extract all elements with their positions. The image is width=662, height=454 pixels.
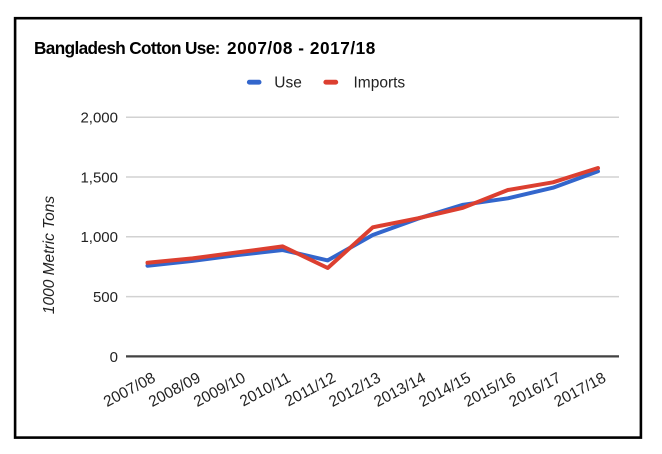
svg-text:1,000: 1,000 [80, 229, 118, 246]
svg-text:Bangladesh Cotton Use:: Bangladesh Cotton Use: [34, 38, 220, 58]
svg-text:1,500: 1,500 [80, 169, 118, 186]
svg-text:500: 500 [93, 289, 118, 306]
svg-text:2,000: 2,000 [80, 110, 118, 127]
svg-text:Imports: Imports [354, 74, 406, 91]
svg-text:0: 0 [110, 349, 118, 366]
svg-text:1000 Metric Tons: 1000 Metric Tons [41, 196, 58, 315]
svg-text:2007/08 - 2017/18: 2007/08 - 2017/18 [227, 38, 376, 58]
svg-text:Use: Use [274, 74, 302, 91]
